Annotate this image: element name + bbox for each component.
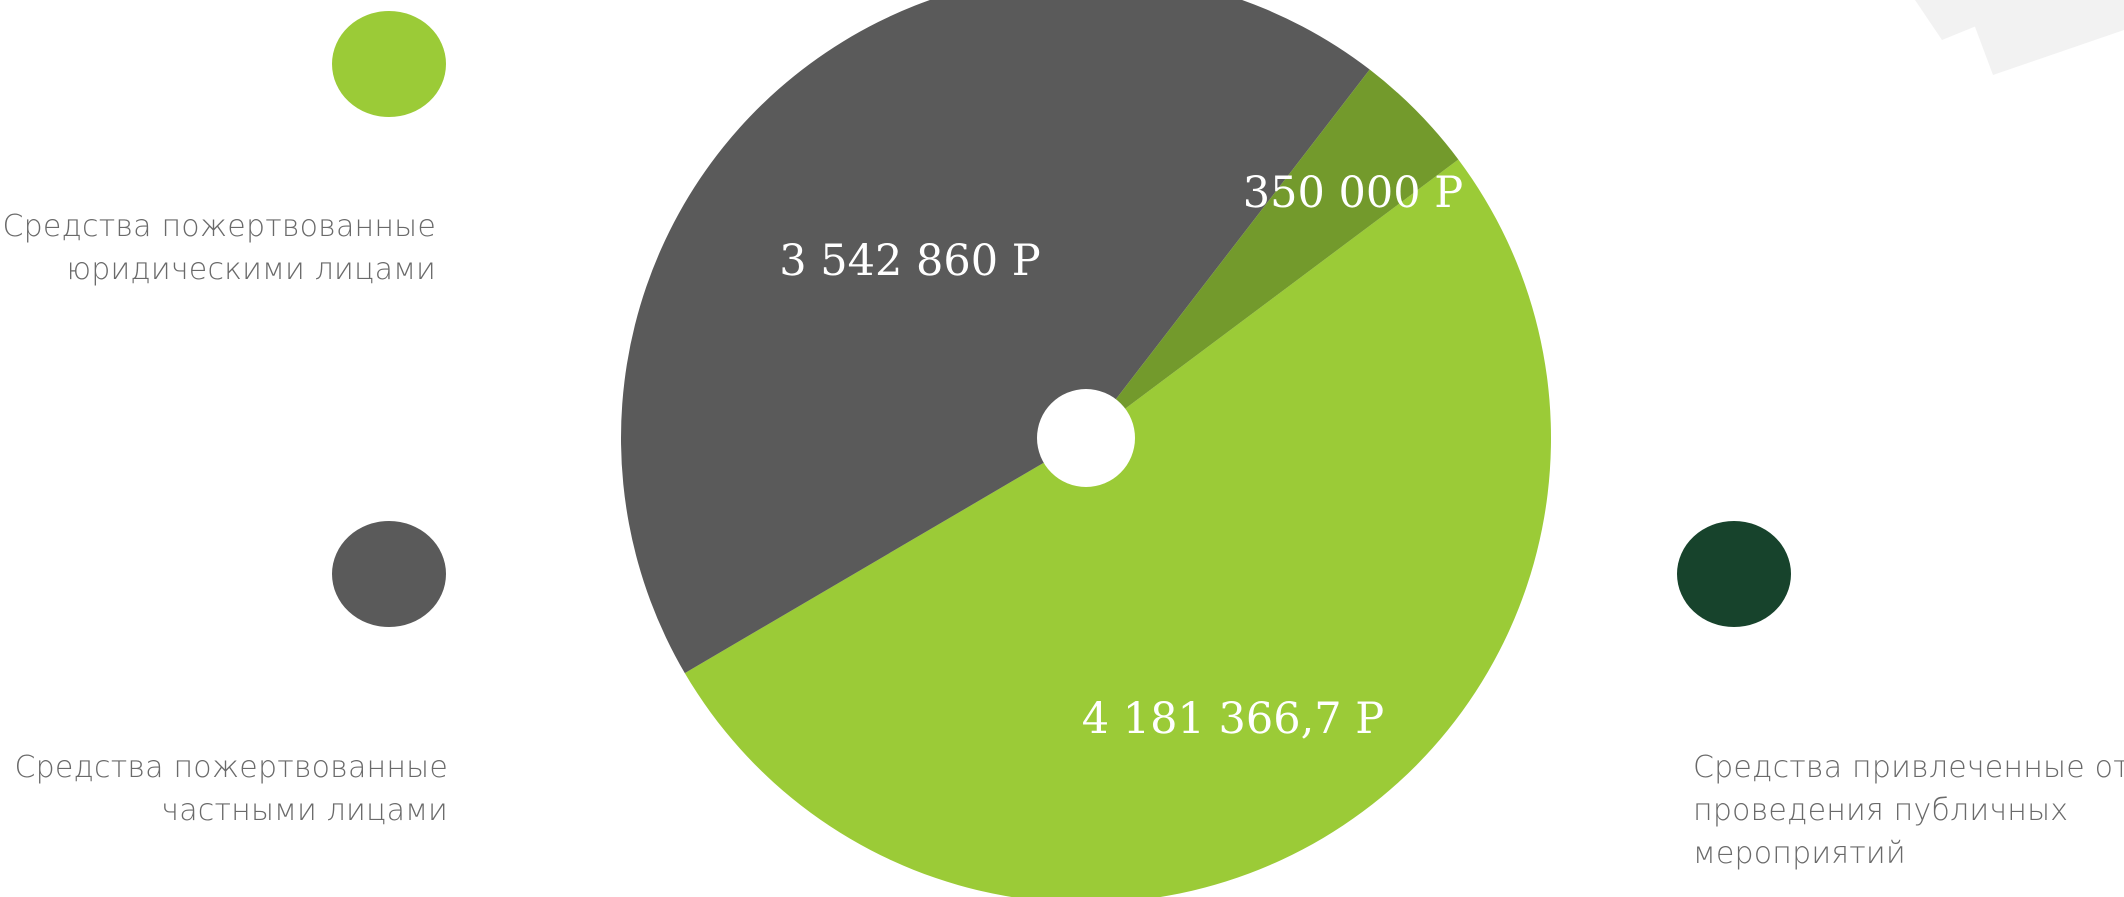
pie-slice bbox=[1086, 69, 1459, 439]
donut-hole bbox=[1037, 389, 1135, 487]
legend-label-private-individuals: Средства пожертвованные частными лицами bbox=[14, 750, 448, 828]
pie-slice bbox=[621, 0, 1370, 674]
legend-dot-public-events bbox=[1677, 521, 1791, 627]
legend-label-legal-entities: Средства пожертвованные юридическими лиц… bbox=[2, 209, 436, 287]
legend-dot-private-individuals bbox=[332, 521, 446, 627]
slice-value-label: 350 000 Р bbox=[1243, 168, 1463, 218]
legend-dot-legal-entities bbox=[332, 11, 446, 117]
pie-slice bbox=[684, 159, 1551, 897]
slice-value-label: 3 542 860 Р bbox=[779, 236, 1040, 286]
decorative-shape bbox=[1965, 0, 2124, 75]
legend-label-public-events: Средства привлеченные от проведения публ… bbox=[1693, 750, 2124, 871]
slice-value-label: 4 181 366,7 Р bbox=[1082, 694, 1384, 744]
